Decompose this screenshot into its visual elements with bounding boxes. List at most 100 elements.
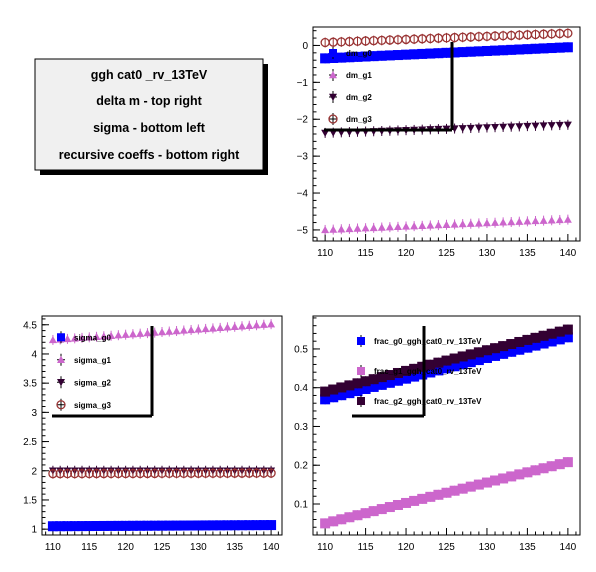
data-point xyxy=(251,520,262,531)
data-point xyxy=(136,329,145,337)
x-tick-label: 120 xyxy=(117,542,134,553)
data-point xyxy=(244,520,255,531)
data-point xyxy=(473,479,484,490)
data-point xyxy=(352,51,363,62)
data-point xyxy=(91,468,102,479)
data-point xyxy=(515,123,524,131)
data-point xyxy=(329,225,338,233)
data-point xyxy=(555,215,564,224)
legend-label: dm_g3 xyxy=(346,115,372,124)
data-point xyxy=(522,467,533,478)
data-point xyxy=(344,512,355,523)
data-point xyxy=(392,499,403,510)
plots-layer: 110 115 120 125 130 135 1400−1−2−3−4−5dm_g0dm_… xyxy=(23,26,581,553)
data-point xyxy=(194,325,203,333)
data-point xyxy=(506,339,517,350)
data-point xyxy=(554,334,565,345)
x-tick-label: 125 xyxy=(154,542,171,553)
data-point xyxy=(458,220,467,228)
data-point xyxy=(127,520,138,531)
data-point xyxy=(522,44,533,55)
data-point xyxy=(70,468,80,479)
data-point xyxy=(563,215,572,223)
series-frac_g0_ggh_cat0_rv_13TeV xyxy=(320,332,573,405)
data-point xyxy=(121,330,130,338)
data-point xyxy=(449,361,460,372)
data-point xyxy=(320,394,331,405)
y-tick-label: 1.5 xyxy=(23,495,37,506)
data-point xyxy=(48,335,57,344)
data-point xyxy=(481,345,492,356)
data-point xyxy=(135,520,146,531)
data-point xyxy=(360,508,371,519)
data-point xyxy=(92,332,101,340)
data-point xyxy=(515,217,524,225)
data-point xyxy=(321,225,330,234)
data-point xyxy=(546,461,557,472)
legend-label: sigma_g0 xyxy=(74,333,111,342)
data-point xyxy=(120,468,131,479)
legend-marker xyxy=(357,397,365,405)
data-point xyxy=(392,367,403,378)
data-point xyxy=(165,327,174,335)
data-point xyxy=(106,520,117,531)
data-point xyxy=(200,520,211,531)
data-point xyxy=(530,465,541,476)
data-point xyxy=(490,350,501,361)
data-point xyxy=(449,353,460,364)
legend-label: sigma_g1 xyxy=(74,356,111,365)
series-sigma_g0 xyxy=(47,520,277,532)
plot-top-right: 110 115 120 125 130 135 1400−1−2−3−4−5dm_g0dm_… xyxy=(297,26,581,259)
data-point xyxy=(376,504,387,515)
x-tick-label: 115 xyxy=(358,248,374,259)
data-point xyxy=(201,324,210,333)
data-point xyxy=(384,370,395,381)
data-point xyxy=(229,520,240,531)
data-point xyxy=(360,376,371,387)
data-point xyxy=(55,521,66,532)
data-point xyxy=(193,468,204,478)
data-point xyxy=(473,46,484,57)
data-point xyxy=(417,48,428,59)
legend-marker xyxy=(57,379,65,387)
data-point xyxy=(62,468,73,479)
data-point xyxy=(514,336,525,347)
data-point xyxy=(458,125,467,133)
y-tick-label: −2 xyxy=(297,115,309,126)
data-point xyxy=(99,332,108,340)
data-point xyxy=(230,322,239,331)
data-point xyxy=(157,468,167,479)
data-point xyxy=(466,219,475,227)
data-point xyxy=(562,332,573,343)
data-point xyxy=(449,485,460,496)
data-point xyxy=(328,516,339,527)
y-tick-label: 0.4 xyxy=(294,383,308,394)
data-point xyxy=(473,347,484,358)
data-point xyxy=(433,357,444,368)
data-point xyxy=(522,342,533,353)
data-point xyxy=(465,481,476,492)
data-point xyxy=(368,506,379,517)
data-point xyxy=(149,520,160,531)
data-point xyxy=(457,47,468,58)
legend-marker xyxy=(56,400,66,410)
data-point xyxy=(507,123,516,131)
x-tick-label: 140 xyxy=(560,542,577,553)
data-point xyxy=(457,483,468,494)
data-point xyxy=(538,338,549,349)
data-point xyxy=(506,44,517,55)
data-point xyxy=(546,43,557,54)
data-point xyxy=(344,52,355,63)
data-point xyxy=(230,468,240,478)
data-point xyxy=(320,518,331,529)
data-point xyxy=(499,218,508,226)
data-point xyxy=(216,323,225,332)
data-point xyxy=(245,321,254,329)
data-point xyxy=(554,42,565,53)
data-point xyxy=(142,520,153,531)
data-point xyxy=(186,468,196,478)
series-dm_g1 xyxy=(321,214,572,235)
data-point xyxy=(223,323,232,331)
legend-label: dm_g2 xyxy=(346,93,372,102)
data-point xyxy=(266,468,276,478)
